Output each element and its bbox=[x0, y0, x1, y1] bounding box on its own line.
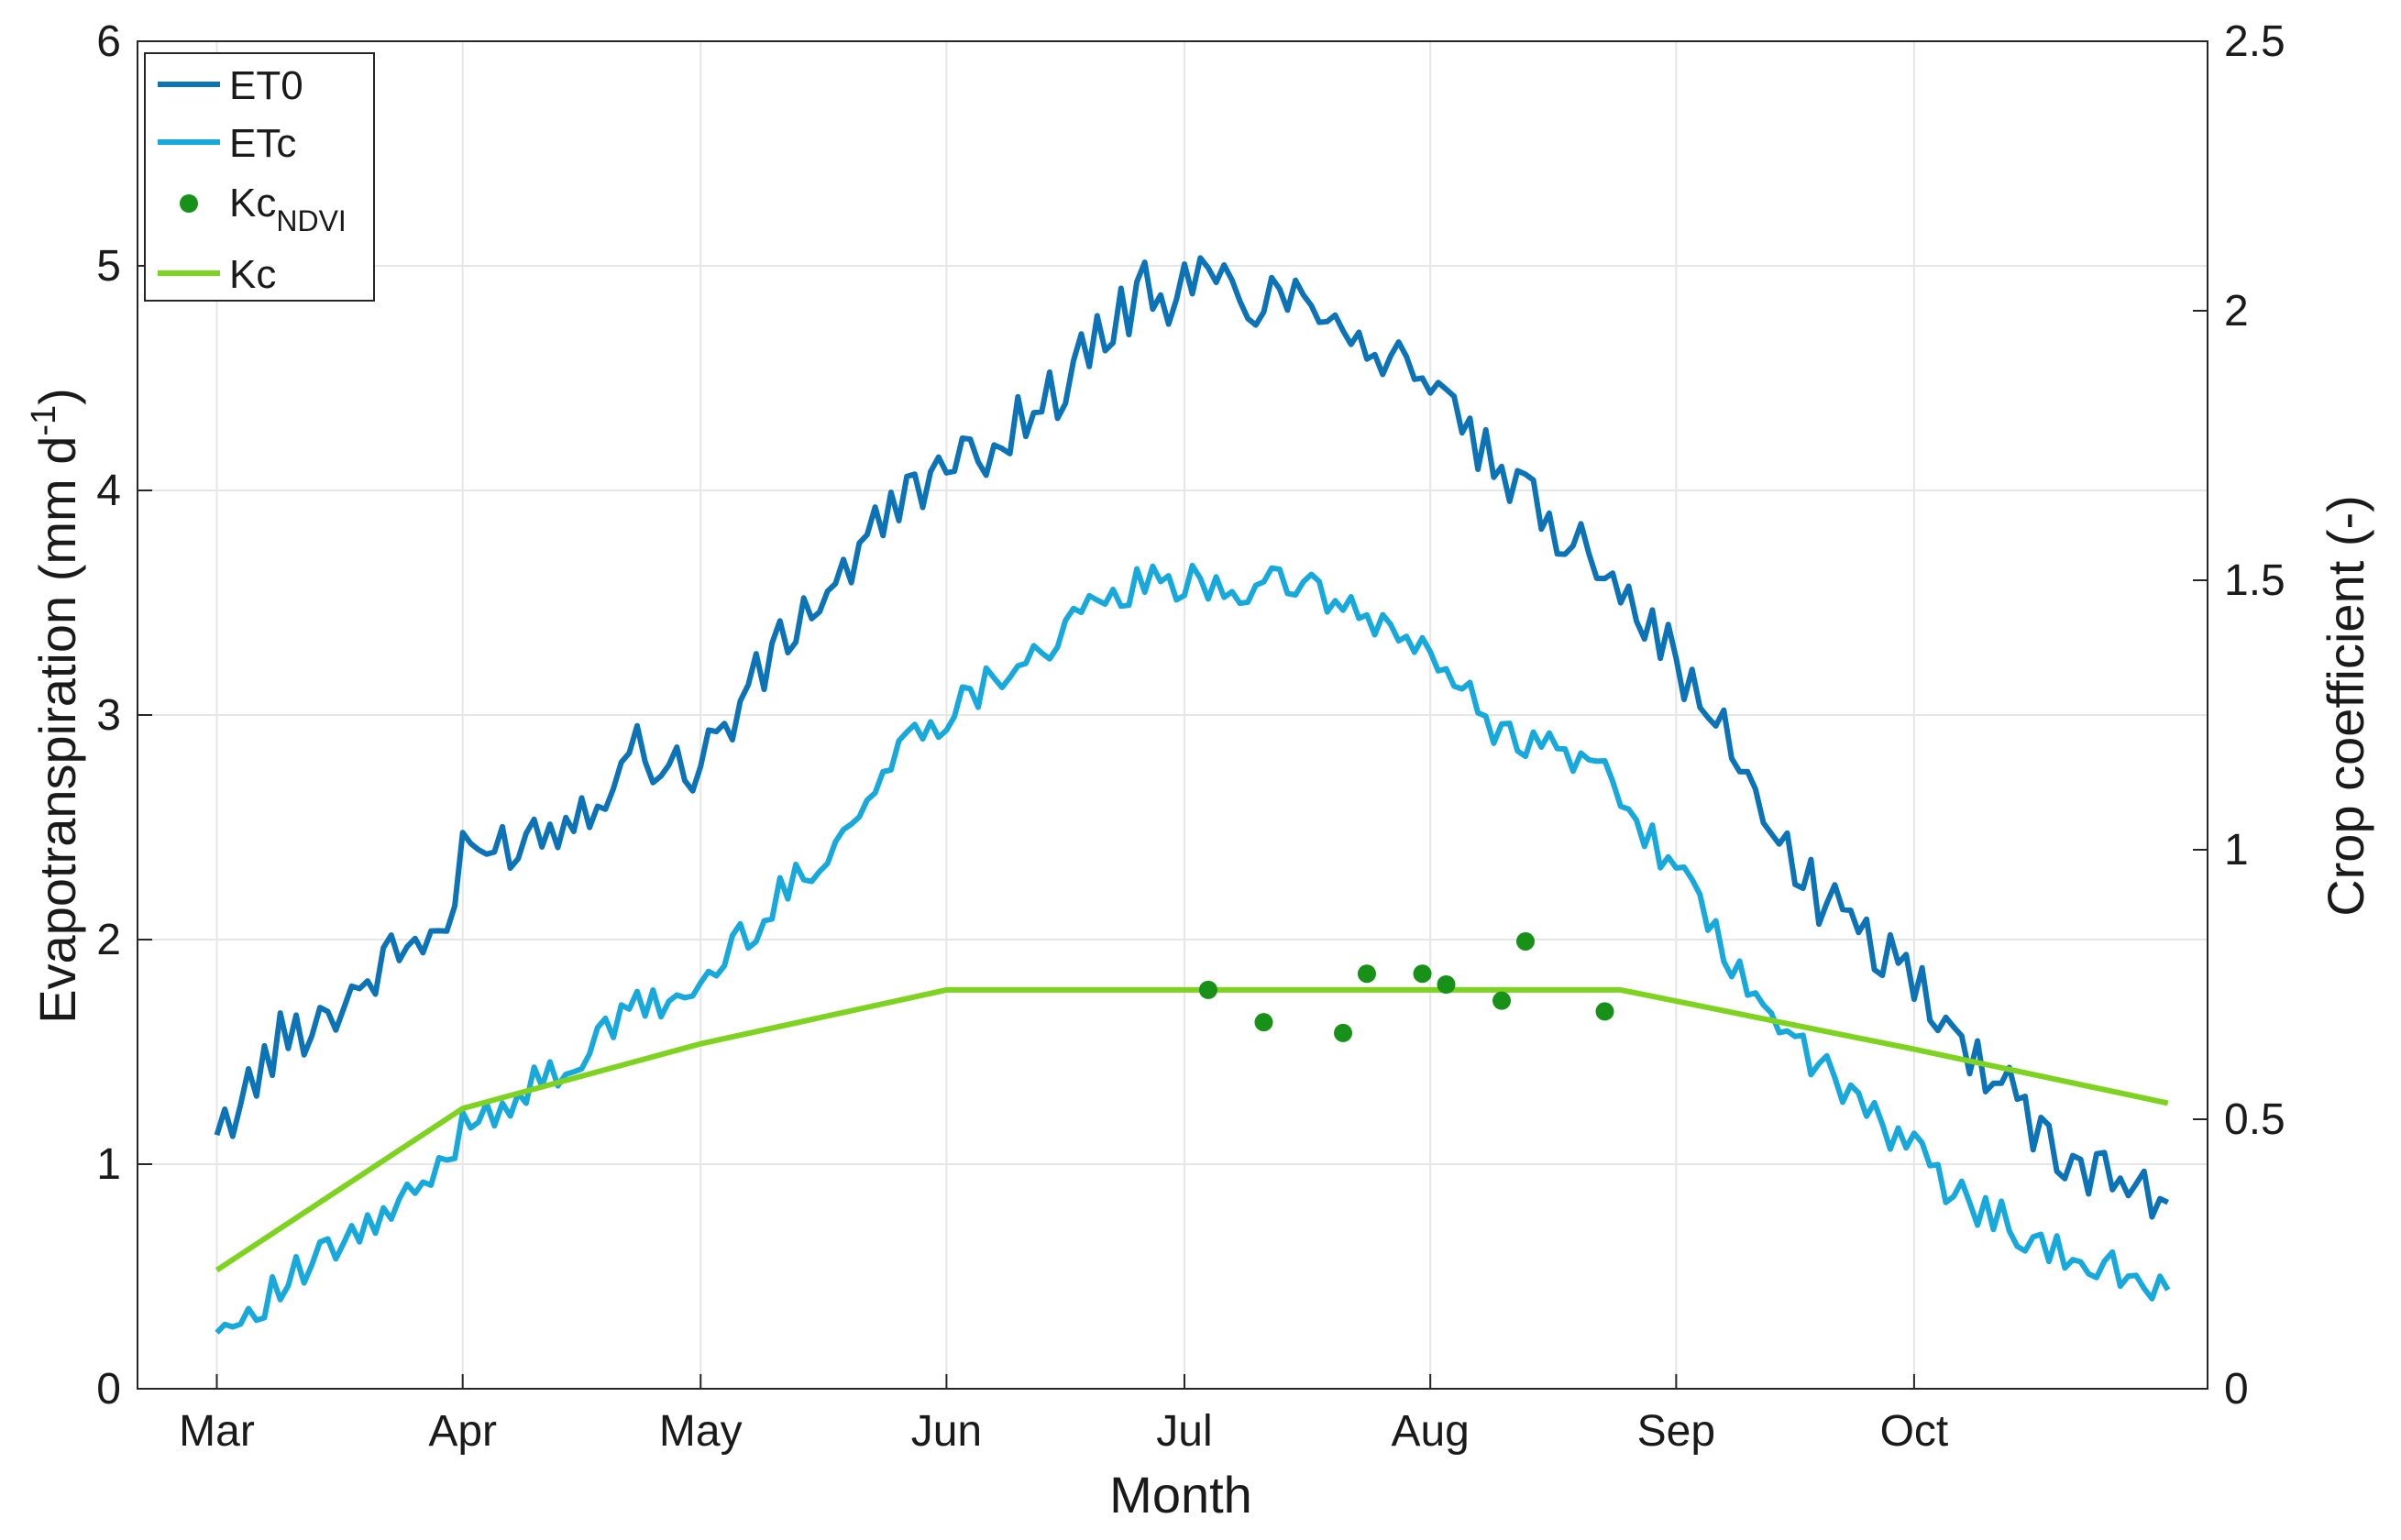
legend-kcndvi-label: KcNDVI bbox=[229, 181, 347, 237]
left-y-tick-label: 4 bbox=[96, 467, 121, 515]
series-line-kc bbox=[215, 986, 2169, 1273]
left-y-axis-label: Evapotranspiration (mm d-1) bbox=[25, 388, 86, 1024]
kcndvi-point bbox=[1357, 964, 1376, 984]
right-y-axis: 0 0.5 1 1.5 2 2.5 bbox=[2193, 17, 2285, 1414]
x-tick-label: May bbox=[659, 1407, 743, 1456]
left-y-axis-label-close: ) bbox=[28, 388, 86, 405]
right-y-axis-label: Crop coefficient (-) bbox=[2317, 495, 2374, 917]
kcndvi-point bbox=[1334, 1023, 1353, 1042]
left-y-tick-label: 1 bbox=[96, 1140, 121, 1189]
left-y-axis-label-main: Evapotranspiration (mm d bbox=[28, 436, 86, 1024]
legend-et0-label: ET0 bbox=[229, 63, 303, 108]
left-y-axis: 0 1 2 3 4 5 6 bbox=[96, 17, 152, 1414]
left-y-tick-label: 2 bbox=[96, 916, 121, 964]
kcndvi-point bbox=[1413, 964, 1432, 984]
x-tick-label: Jul bbox=[1156, 1407, 1212, 1456]
legend: ET0 ETc KcNDVI Kc bbox=[144, 52, 375, 302]
legend-kcndvi-marker bbox=[180, 194, 198, 213]
series-layer bbox=[214, 255, 2171, 1335]
x-tick-label: Mar bbox=[179, 1407, 255, 1456]
right-y-tick-label: 1 bbox=[2224, 826, 2249, 874]
x-tick-label: Sep bbox=[1637, 1407, 1715, 1456]
series-line-et0 bbox=[214, 255, 2169, 1220]
x-tick-label: Apr bbox=[428, 1407, 497, 1456]
left-y-tick-label: 0 bbox=[96, 1365, 121, 1414]
kcndvi-point bbox=[1492, 991, 1512, 1010]
x-tick-label: Jun bbox=[911, 1407, 982, 1456]
x-tick-label: Oct bbox=[1880, 1407, 1949, 1456]
left-y-axis-label-sup: -1 bbox=[25, 405, 63, 436]
right-y-tick-label: 2.5 bbox=[2224, 17, 2285, 66]
x-axis-label: Month bbox=[1109, 1466, 1252, 1524]
legend-box bbox=[144, 52, 375, 302]
left-y-tick-label: 6 bbox=[96, 17, 121, 66]
legend-kcndvi-sub: NDVI bbox=[276, 204, 346, 237]
kcndvi-point bbox=[1254, 1013, 1273, 1032]
legend-etc-label: ETc bbox=[229, 121, 296, 166]
right-y-tick-label: 0 bbox=[2224, 1365, 2249, 1414]
left-y-tick-label: 5 bbox=[96, 242, 121, 291]
left-y-tick-label: 3 bbox=[96, 691, 121, 740]
right-y-tick-label: 0.5 bbox=[2224, 1095, 2285, 1144]
x-tick-label: Aug bbox=[1391, 1407, 1469, 1456]
kcndvi-point bbox=[1515, 931, 1535, 951]
right-y-tick-label: 2 bbox=[2224, 287, 2249, 336]
kcndvi-point bbox=[1595, 1002, 1614, 1021]
kcndvi-point bbox=[1437, 975, 1456, 994]
right-y-tick-label: 1.5 bbox=[2224, 556, 2285, 605]
legend-kcndvi-base: Kc bbox=[229, 181, 276, 226]
x-axis: Mar Apr May Jun Jul Aug Sep Oct bbox=[179, 1374, 1948, 1456]
kcndvi-point bbox=[1198, 980, 1217, 999]
legend-kc-label: Kc bbox=[229, 252, 276, 297]
